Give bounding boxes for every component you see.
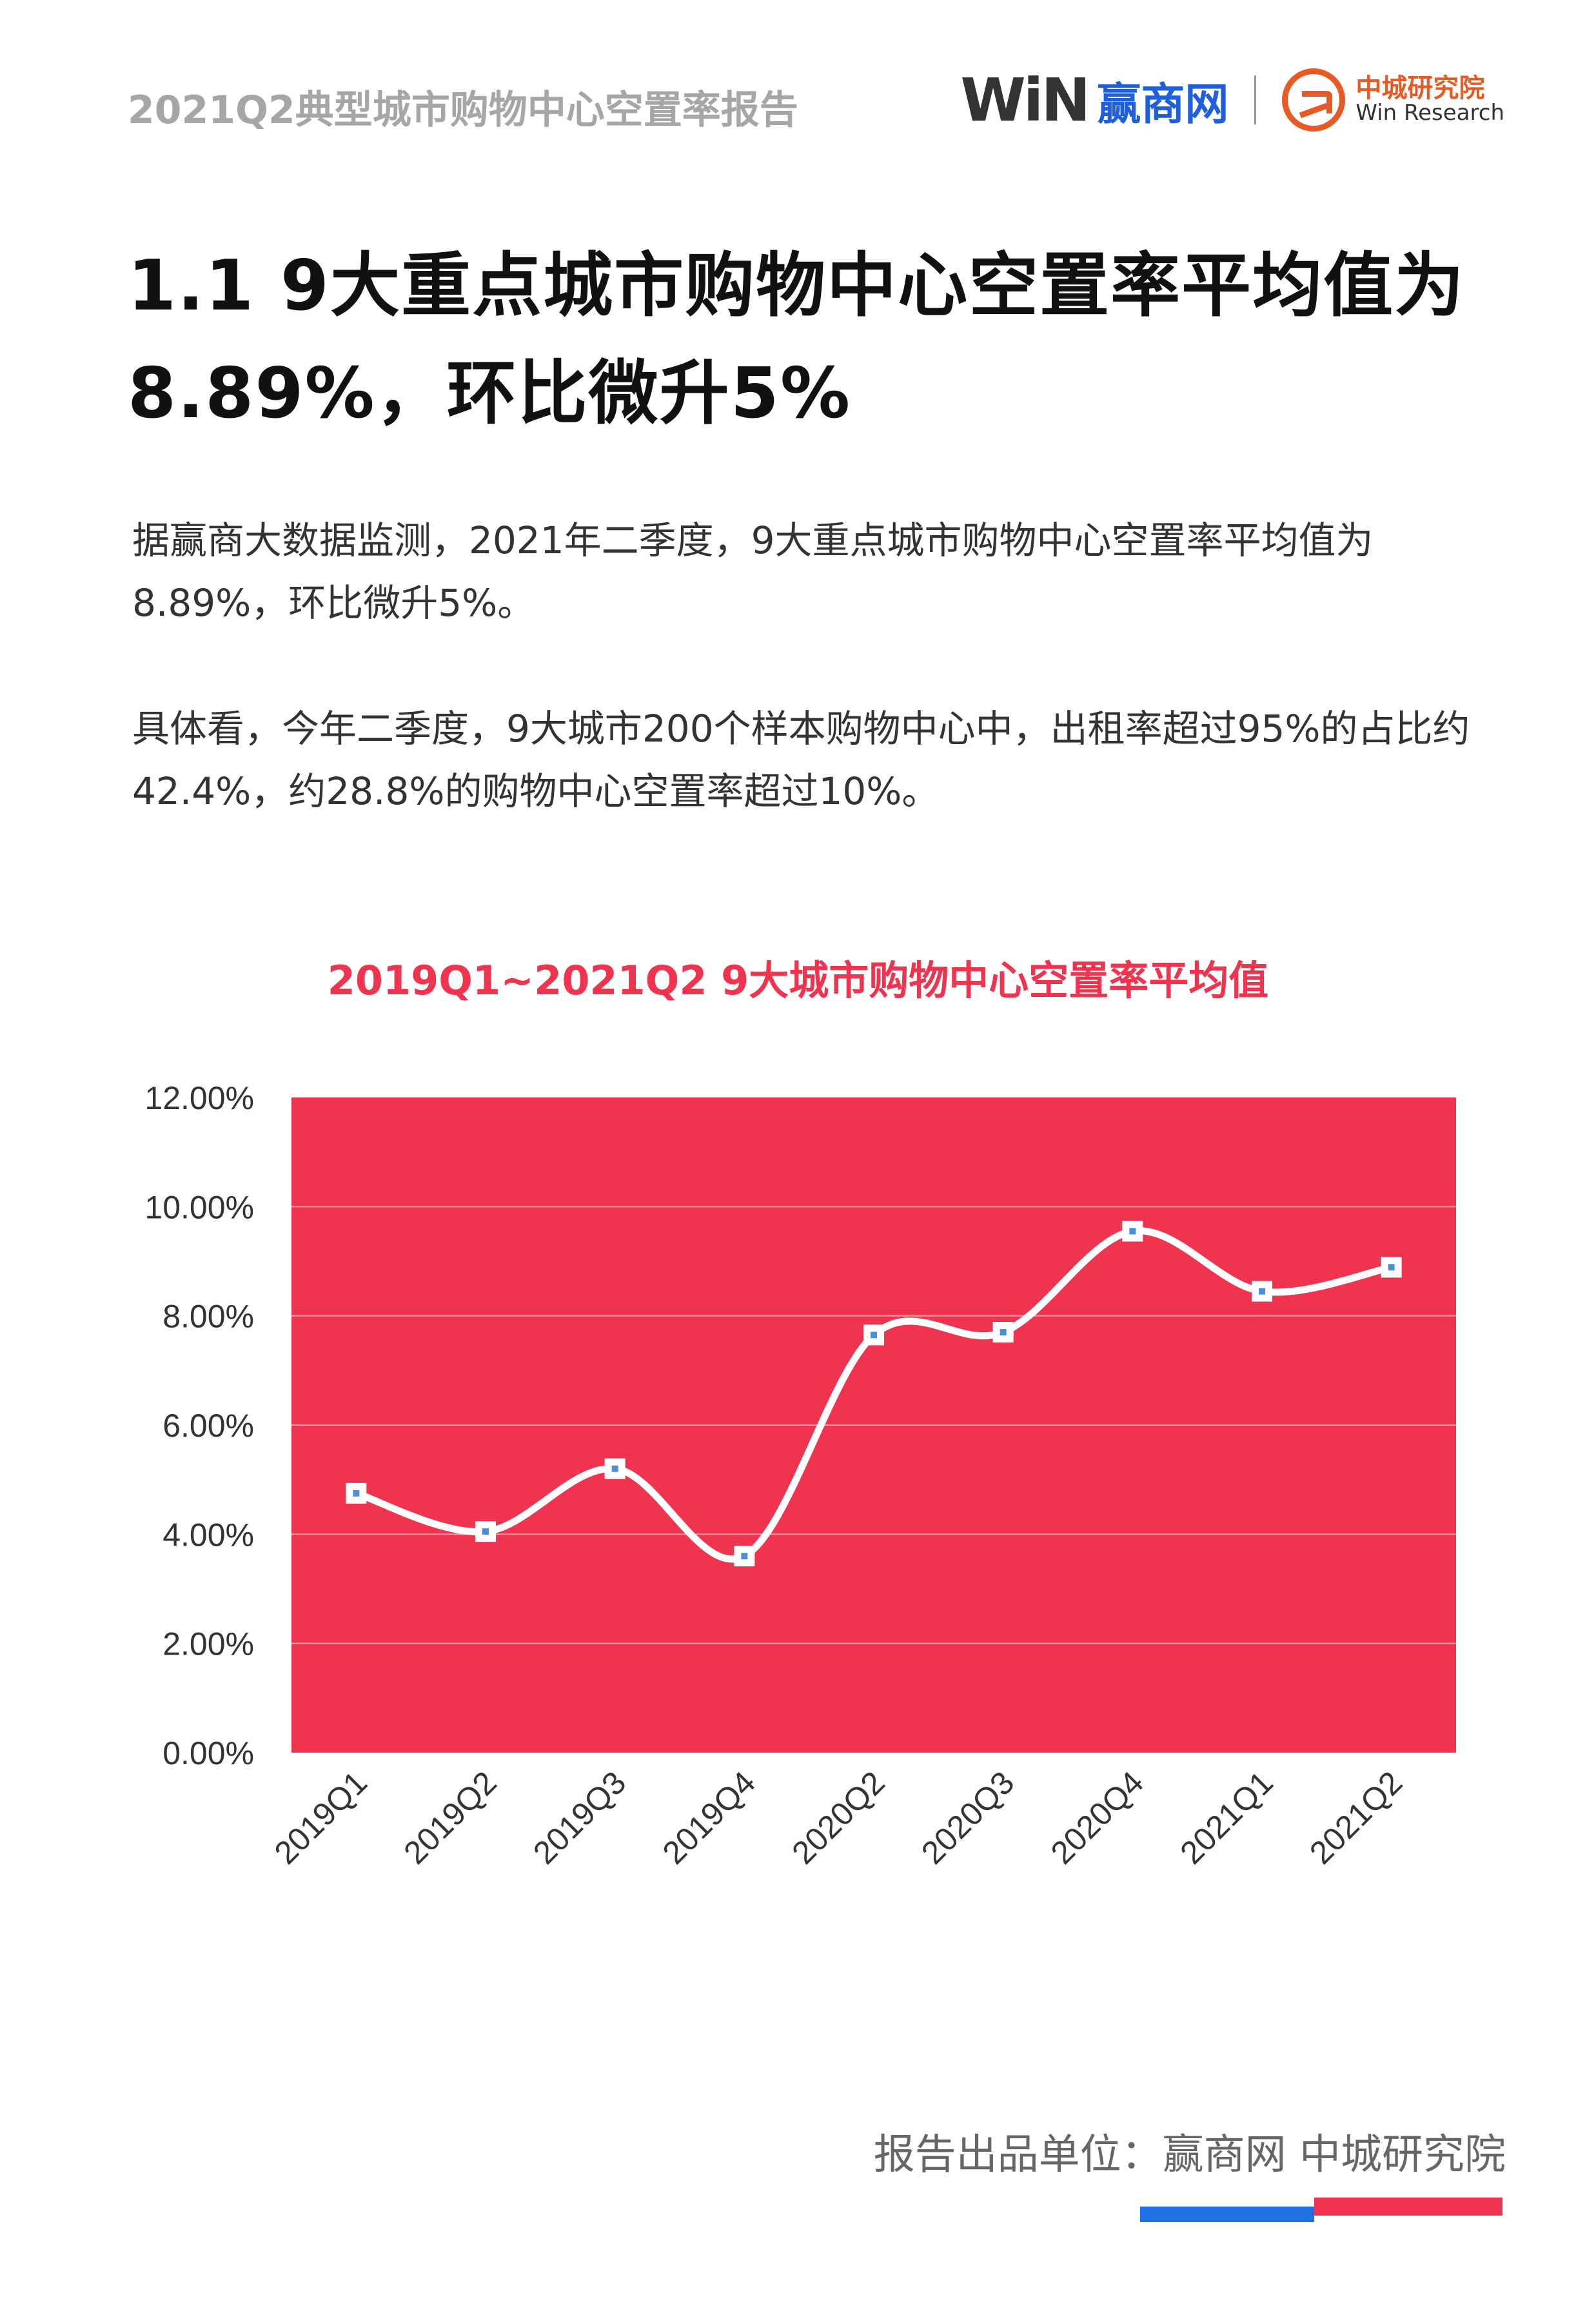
win-logo-text: 赢商网 (1097, 79, 1229, 130)
y-tick-label: 8.00% (163, 1299, 254, 1335)
y-tick-label: 12.00% (144, 1080, 254, 1116)
x-tick-label: 2020Q3 (914, 1764, 1021, 1871)
footer-bar-blue (1140, 2207, 1314, 2222)
data-point-center (1000, 1329, 1007, 1336)
x-tick-label: 2021Q1 (1173, 1764, 1279, 1871)
data-point-marker (604, 1458, 626, 1479)
x-tick-label: 2020Q2 (785, 1764, 891, 1871)
x-tick-label: 2020Q4 (1044, 1764, 1150, 1871)
data-point-center (1259, 1288, 1265, 1295)
y-tick-label: 2.00% (163, 1626, 254, 1662)
x-tick-label: 2019Q3 (526, 1764, 633, 1871)
data-point-center (1388, 1264, 1395, 1271)
win-logo-mark: WiN (960, 65, 1090, 135)
data-point-center (611, 1465, 618, 1472)
paragraph-detail: 具体看，今年二季度，9大城市200个样本购物中心中，出租率超过95%的占比约42… (132, 707, 1470, 814)
y-tick-label: 6.00% (163, 1408, 254, 1444)
section-title: 1.1 9大重点城市购物中心空置率平均值为8.89%，环比微升5% (128, 246, 1466, 435)
data-point-center (482, 1528, 489, 1535)
data-point-center (871, 1332, 877, 1339)
data-point-center (741, 1553, 748, 1560)
win-research-logo: 中城研究院 Win Research (1282, 68, 1504, 132)
report-title: 2021Q2典型城市购物中心空置率报告 (128, 88, 798, 133)
data-point-marker (863, 1324, 884, 1346)
win-research-en: Win Research (1355, 100, 1504, 126)
x-tick-label: 2019Q1 (268, 1764, 374, 1871)
x-tick-label: 2021Q2 (1303, 1764, 1409, 1871)
logo-divider (1254, 75, 1257, 124)
y-tick-label: 4.00% (163, 1517, 254, 1553)
footer-bar-red (1314, 2198, 1502, 2216)
paragraph-summary: 据赢商大数据监测，2021年二季度，9大重点城市购物中心空置率平均值为8.89%… (132, 518, 1374, 625)
winshang-logo: WiN 赢商网 (960, 66, 1228, 135)
data-point-center (1129, 1228, 1136, 1235)
line-chart: 0.00% 2.00% 4.00% 6.00% 8.00% 10.00% 12.00% 201… (144, 1080, 1456, 1871)
logo-group: WiN 赢商网 中城研究院 Win Research (960, 64, 1504, 135)
y-tick-label: 10.00% (144, 1189, 254, 1225)
data-point-center (353, 1490, 360, 1497)
footer-publisher: 报告出品单位：赢商网 中城研究院 (873, 2131, 1506, 2179)
win-research-cn: 中城研究院 (1355, 74, 1485, 104)
x-tick-label: 2019Q2 (397, 1764, 503, 1871)
chart-title: 2019Q1~2021Q2 9大城市购物中心空置率平均值 (327, 957, 1269, 1004)
data-point-marker (346, 1482, 367, 1504)
y-tick-label: 0.00% (163, 1735, 254, 1771)
win-research-icon (1282, 68, 1346, 132)
x-tick-label: 2019Q4 (656, 1764, 762, 1871)
